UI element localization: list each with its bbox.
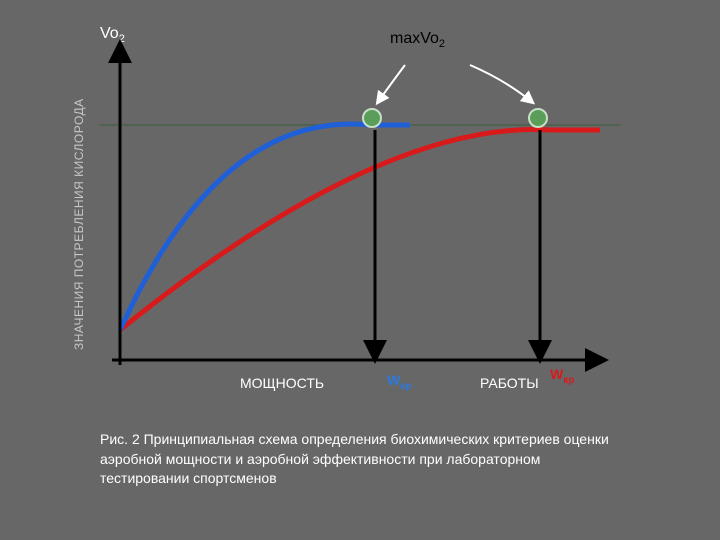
w-marker-blue: Wкр — [387, 372, 411, 392]
w-sub-2: кр — [563, 375, 574, 386]
chart-area: Vo2 ЗНАЧЕНИЯ ПОТРЕБЛЕНИЯ КИСЛОРОДА maxVo… — [100, 30, 620, 400]
chart-svg — [100, 30, 620, 400]
pointer-arrow-2 — [470, 65, 532, 102]
figure-caption: Рис. 2 Принципиальная схема определения … — [100, 430, 620, 489]
w-text-2: W — [550, 366, 563, 382]
pointer-arrow-1 — [378, 65, 405, 102]
x-label-power: МОЩНОСТЬ — [240, 375, 324, 391]
w-marker-red: Wкр — [550, 366, 574, 386]
marker-red-curve — [529, 109, 547, 127]
w-sub-1: кр — [400, 381, 411, 392]
curve-red — [120, 130, 600, 330]
marker-blue-curve — [363, 109, 381, 127]
x-label-work: РАБОТЫ — [480, 375, 539, 391]
w-text-1: W — [387, 372, 400, 388]
y-rotated-label: ЗНАЧЕНИЯ ПОТРЕБЛЕНИЯ КИСЛОРОДА — [72, 98, 86, 350]
